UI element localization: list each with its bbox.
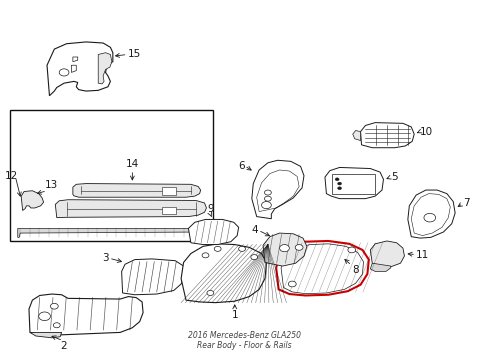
- Circle shape: [337, 182, 341, 185]
- Polygon shape: [21, 191, 43, 211]
- Text: 3: 3: [102, 253, 109, 263]
- Circle shape: [50, 303, 58, 309]
- Bar: [161, 187, 176, 195]
- Text: 6: 6: [237, 161, 244, 171]
- Circle shape: [238, 246, 245, 251]
- Text: 12: 12: [4, 171, 18, 181]
- Circle shape: [288, 281, 296, 287]
- Text: 1: 1: [231, 310, 238, 320]
- Polygon shape: [369, 241, 404, 267]
- Polygon shape: [18, 228, 205, 237]
- Bar: [161, 207, 176, 215]
- Text: 15: 15: [127, 49, 141, 59]
- Polygon shape: [369, 263, 390, 271]
- Circle shape: [214, 246, 221, 251]
- Text: 8: 8: [351, 265, 358, 275]
- Polygon shape: [181, 244, 266, 303]
- Circle shape: [334, 178, 338, 181]
- Circle shape: [264, 190, 271, 195]
- Text: 4: 4: [251, 225, 258, 235]
- Polygon shape: [71, 65, 76, 72]
- Polygon shape: [407, 190, 454, 238]
- Text: 14: 14: [125, 159, 139, 169]
- Polygon shape: [122, 259, 184, 295]
- Circle shape: [206, 291, 213, 296]
- Polygon shape: [30, 332, 61, 338]
- Polygon shape: [98, 53, 112, 84]
- Text: 9: 9: [206, 204, 213, 214]
- Text: 10: 10: [419, 127, 432, 136]
- Bar: [331, 174, 374, 194]
- Polygon shape: [352, 131, 360, 140]
- Circle shape: [337, 187, 341, 190]
- Circle shape: [261, 202, 271, 209]
- Polygon shape: [73, 57, 78, 62]
- Polygon shape: [55, 200, 206, 218]
- Circle shape: [347, 247, 355, 253]
- Circle shape: [264, 196, 271, 201]
- Polygon shape: [360, 123, 413, 148]
- Circle shape: [279, 244, 289, 252]
- Circle shape: [39, 312, 50, 320]
- Circle shape: [202, 253, 208, 258]
- Polygon shape: [47, 42, 113, 96]
- Polygon shape: [251, 160, 304, 219]
- Circle shape: [59, 69, 69, 76]
- Polygon shape: [188, 220, 238, 244]
- Text: 11: 11: [415, 249, 428, 260]
- Text: 2016 Mercedes-Benz GLA250
Rear Body - Floor & Rails: 2016 Mercedes-Benz GLA250 Rear Body - Fl…: [187, 331, 301, 350]
- Text: 13: 13: [44, 180, 58, 190]
- Circle shape: [295, 244, 303, 250]
- Text: 5: 5: [390, 172, 397, 182]
- Polygon shape: [29, 294, 143, 335]
- Circle shape: [423, 213, 435, 222]
- Circle shape: [53, 323, 60, 328]
- Text: 7: 7: [462, 198, 468, 208]
- Polygon shape: [263, 233, 306, 266]
- Circle shape: [250, 255, 257, 260]
- Polygon shape: [325, 167, 383, 199]
- Polygon shape: [73, 184, 200, 197]
- Polygon shape: [276, 241, 368, 296]
- Bar: [10, 110, 212, 241]
- Text: 2: 2: [60, 341, 66, 351]
